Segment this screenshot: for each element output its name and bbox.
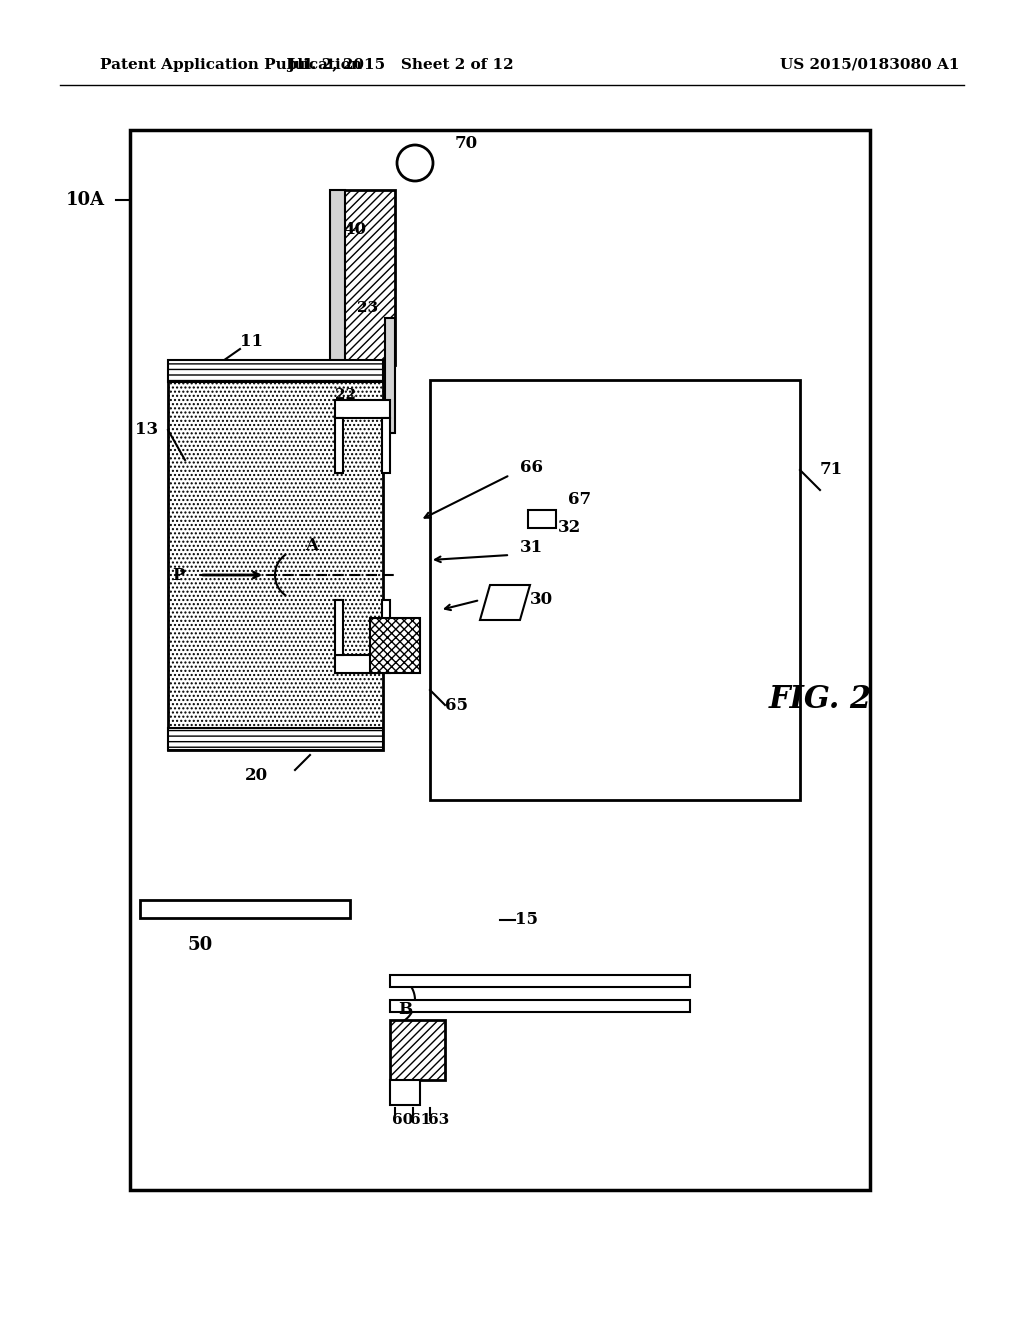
Text: 71: 71: [820, 462, 843, 479]
Text: 61: 61: [410, 1113, 431, 1127]
Polygon shape: [168, 360, 383, 750]
Polygon shape: [528, 510, 556, 528]
Polygon shape: [335, 400, 390, 418]
Polygon shape: [370, 618, 420, 673]
Text: 70: 70: [455, 135, 478, 152]
FancyBboxPatch shape: [130, 129, 870, 1191]
Text: 60: 60: [392, 1113, 414, 1127]
Polygon shape: [335, 418, 343, 473]
Polygon shape: [382, 418, 390, 473]
Text: 67: 67: [568, 491, 591, 508]
Text: 20: 20: [245, 767, 268, 784]
Text: 30: 30: [530, 591, 553, 609]
Polygon shape: [390, 975, 690, 987]
Text: B: B: [398, 1002, 412, 1019]
Text: P: P: [173, 566, 185, 583]
Text: A: A: [305, 536, 318, 553]
Text: 23: 23: [357, 301, 378, 315]
Polygon shape: [390, 185, 500, 1166]
Text: 22: 22: [335, 388, 355, 403]
Text: 32: 32: [558, 520, 582, 536]
Polygon shape: [335, 655, 390, 673]
Text: FIG. 2: FIG. 2: [768, 685, 871, 715]
Circle shape: [397, 145, 433, 181]
Polygon shape: [390, 1001, 690, 1012]
Text: US 2015/0183080 A1: US 2015/0183080 A1: [780, 58, 959, 73]
Text: Patent Application Publication: Patent Application Publication: [100, 58, 362, 73]
Polygon shape: [140, 900, 350, 917]
Polygon shape: [480, 585, 530, 620]
Text: 63: 63: [428, 1113, 450, 1127]
Polygon shape: [390, 1080, 420, 1105]
Text: 65: 65: [445, 697, 468, 714]
Text: 66: 66: [520, 459, 543, 477]
Text: 50: 50: [187, 936, 213, 954]
Text: 11: 11: [240, 334, 263, 351]
Text: 40: 40: [343, 222, 367, 239]
Text: 31: 31: [520, 540, 543, 557]
Text: Jul. 2, 2015   Sheet 2 of 12: Jul. 2, 2015 Sheet 2 of 12: [287, 58, 513, 73]
Polygon shape: [385, 318, 395, 433]
Text: 15: 15: [515, 912, 538, 928]
Text: 13: 13: [135, 421, 158, 438]
Polygon shape: [340, 190, 395, 366]
FancyBboxPatch shape: [430, 380, 800, 800]
Polygon shape: [168, 729, 383, 750]
Text: 10A: 10A: [66, 191, 105, 209]
Polygon shape: [168, 360, 383, 381]
Polygon shape: [335, 601, 343, 655]
Polygon shape: [330, 190, 345, 366]
Polygon shape: [390, 1020, 445, 1080]
Polygon shape: [382, 601, 390, 655]
